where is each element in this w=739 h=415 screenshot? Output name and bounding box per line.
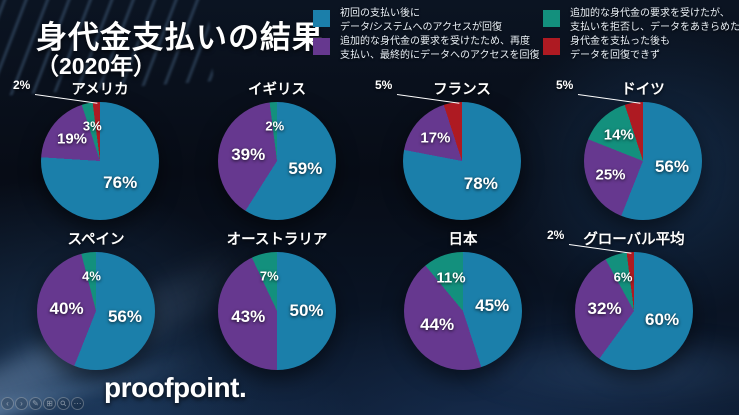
pie-title: イギリス	[248, 82, 306, 98]
pie-title: ドイツ	[621, 82, 665, 98]
pie-chart	[218, 252, 336, 370]
pie-callout-label: 5%	[375, 78, 393, 92]
pen-icon: ✎	[32, 398, 39, 408]
more-options-icon: ⋯	[73, 398, 82, 408]
pie-value-label: 59%	[288, 159, 323, 179]
pie-value-label: 11%	[436, 269, 466, 287]
pie-value-label: 19%	[57, 130, 88, 148]
pen-button[interactable]: ✎	[29, 397, 42, 410]
all-slides-icon: ⊞	[46, 398, 53, 408]
pie-value-label: 14%	[603, 126, 634, 144]
proofpoint-logo: proofpoint.	[104, 372, 247, 403]
legend-swatch-purple	[313, 38, 330, 55]
pie-value-label: 39%	[231, 144, 266, 164]
pie-chart	[404, 252, 522, 370]
pie-chart	[37, 252, 155, 370]
pie-card-usa: アメリカ 76% 19% 3% 2%	[13, 78, 175, 230]
legend-label: 追加的な身代金の要求を受けたため、再度 支払い、最終的にデータへのアクセスを回復	[340, 36, 540, 61]
pie-title: アメリカ	[71, 82, 129, 98]
more-options-button[interactable]: ⋯	[71, 397, 84, 410]
legend-label: 初回の支払い後に データ/システムへのアクセスが回復	[340, 8, 502, 33]
pie-value-label: 78%	[463, 173, 498, 193]
legend-swatch-teal	[543, 10, 560, 27]
pie-value-label: 44%	[420, 315, 455, 335]
pie-value-label: 40%	[49, 299, 84, 319]
zoom-button[interactable]: ⚲	[57, 397, 70, 410]
pie-callout-label: 2%	[13, 78, 31, 92]
previous-slide-button[interactable]: ‹	[1, 397, 14, 410]
pie-card-france: フランス 78% 17% 5%	[375, 78, 537, 230]
slide-title: 身代金支払いの結果	[36, 20, 324, 55]
zoom-icon: ⚲	[57, 397, 69, 409]
pie-card-japan: 日本 45% 44% 11%	[388, 228, 538, 380]
pie-chart	[218, 102, 336, 220]
all-slides-button[interactable]: ⊞	[43, 397, 56, 410]
legend-swatch-red	[543, 38, 560, 55]
pie-card-australia: オーストラリア 50% 43% 7%	[202, 228, 352, 380]
pie-value-label: 25%	[595, 166, 626, 184]
pie-chart	[403, 102, 521, 220]
slideshow-toolbar: ‹ › ✎ ⊞ ⚲ ⋯	[1, 397, 84, 410]
pie-callout-label: 5%	[556, 78, 574, 92]
pie-callout-label: 2%	[547, 228, 565, 242]
pie-card-spain: スペイン 56% 40% 4%	[21, 228, 171, 380]
pie-value-label: 50%	[289, 301, 324, 320]
pie-chart	[584, 102, 702, 220]
pie-card-germany: ドイツ 56% 25% 14% 5%	[556, 78, 718, 230]
pie-chart	[41, 102, 159, 220]
pie-title: オーストラリア	[226, 232, 328, 248]
pie-value-label: 17%	[420, 129, 451, 147]
pie-value-label: 4%	[82, 268, 101, 284]
pie-chart	[575, 252, 693, 370]
pie-value-label: 2%	[265, 118, 285, 134]
legend-label: 追加的な身代金の要求を受けたが、 支払いを拒否し、データをあきらめた	[570, 8, 739, 33]
pie-title: 日本	[448, 232, 478, 248]
next-slide-button[interactable]: ›	[15, 397, 28, 410]
pie-value-label: 45%	[475, 296, 510, 316]
pie-value-label: 60%	[645, 310, 680, 330]
legend-swatch-blue	[313, 10, 330, 27]
pie-value-label: 56%	[654, 156, 689, 176]
pie-card-uk: イギリス 59% 39% 2%	[202, 78, 352, 230]
pie-card-global-average: グローバル平均 60% 32% 6% 2%	[547, 228, 709, 380]
pie-value-label: 76%	[103, 172, 138, 192]
pie-value-label: 32%	[587, 299, 622, 319]
next-slide-icon: ›	[20, 398, 23, 408]
slide-subtitle: （2020年）	[36, 53, 157, 79]
pie-title: グローバル平均	[583, 232, 685, 248]
legend-label: 身代金を支払った後も データを回復できず	[570, 36, 670, 61]
pie-value-label: 43%	[231, 307, 266, 327]
pie-title: スペイン	[67, 232, 125, 248]
pie-value-label: 7%	[259, 268, 279, 284]
pie-value-label: 3%	[82, 118, 102, 134]
pie-value-label: 56%	[107, 306, 142, 326]
pie-value-label: 6%	[613, 269, 633, 285]
previous-slide-icon: ‹	[6, 398, 9, 408]
pie-title: フランス	[433, 82, 491, 98]
